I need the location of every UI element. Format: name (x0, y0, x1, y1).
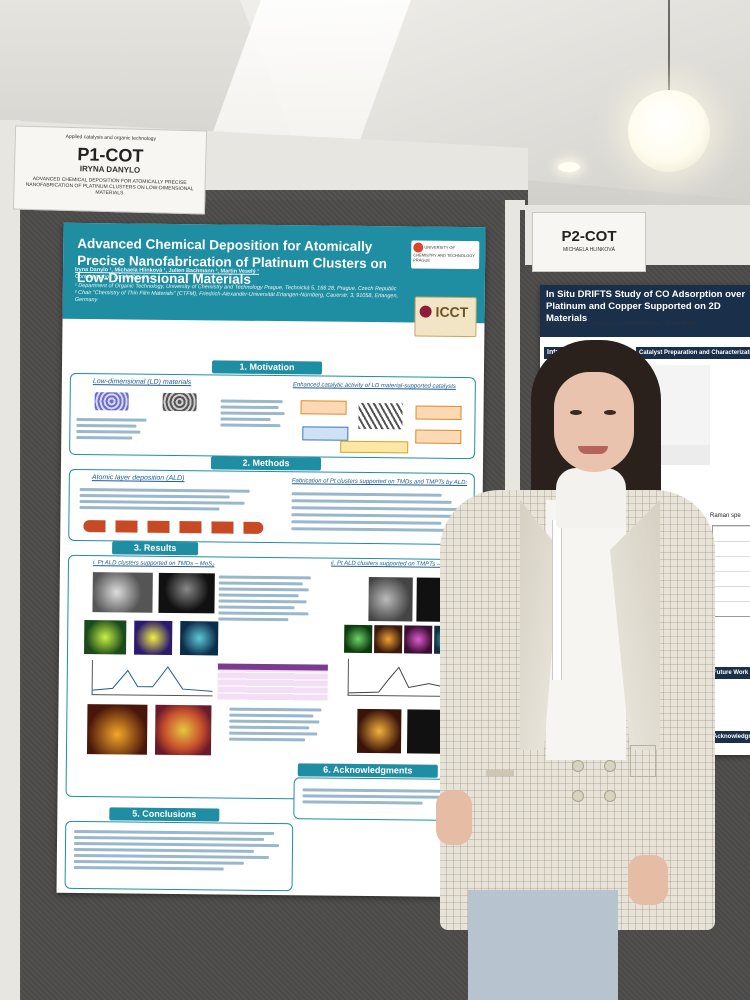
motivation-right-heading: Enhanced catalytic activity of LD materi… (292, 382, 456, 390)
composition-table (217, 663, 328, 701)
afm-topography-image (86, 704, 148, 755)
fe-eds-map (374, 625, 403, 654)
conductivity-map-image (154, 704, 212, 756)
icct-logo-text: ICCT (435, 303, 469, 321)
motivation-text-left (76, 417, 156, 440)
neighbor-raman-heading: Raman spe (710, 513, 741, 519)
university-logo-text: UNIVERSITY OF CHEMISTRY AND TECHNOLOGY P… (413, 244, 475, 263)
card-presenter-name: MICHAELA HLINKOVÁ (563, 247, 615, 253)
conclusions-text (73, 829, 284, 871)
neighbor-ack-heading: Acknowledgm (710, 731, 750, 743)
jacket-button (604, 790, 616, 802)
section-motivation-heading: 1. Motivation (211, 360, 323, 375)
section-acknowledgments-heading: 6. Acknowledgments (297, 763, 438, 778)
section-conclusions-heading: 5. Conclusions (109, 807, 220, 822)
tem-image (158, 572, 215, 614)
poster-label-card: Applied catalysis and organic technology… (12, 125, 208, 215)
neighbor-poster-authors: Michaela Hlinková ¹, Iryna Danylo ¹, Mar… (544, 321, 700, 327)
spectrum-line (92, 666, 213, 692)
person-smile (578, 446, 608, 454)
ceiling-downlight (558, 162, 580, 172)
university-logo-icon (413, 242, 424, 253)
lamp-cord (668, 0, 670, 92)
university-logo: UNIVERSITY OF CHEMISTRY AND TECHNOLOGY P… (411, 240, 480, 270)
jacket-button (572, 790, 584, 802)
neighbor-poster-header (540, 285, 750, 337)
conclusions-panel (64, 820, 294, 892)
results-panel: i. Pt ALD clusters supported on TMDs – M… (65, 554, 475, 802)
sem-image (92, 572, 153, 613)
xps-spectrum-plot (91, 660, 213, 697)
neighbor-poster-title: In Situ DRIFTS Study of CO Adsorption ov… (546, 289, 746, 324)
section-results-heading: 3. Results (112, 541, 199, 556)
ald-cycle-diagram (83, 520, 264, 534)
neighbor-future-heading: Future Work (710, 667, 750, 679)
results-left-heading: i. Pt ALD clusters supported on TMDs – M… (92, 560, 215, 568)
fe-afm-image (356, 708, 402, 754)
methods-panel: Atomic layer deposition (ALD) Fabricatio… (68, 468, 475, 546)
lanyard (552, 520, 562, 680)
pendant-lamp (628, 90, 710, 172)
card-code: P2-COT (561, 228, 617, 245)
results-text-left (218, 575, 318, 622)
icct-logo-icon (419, 305, 432, 318)
spectrum-line (348, 666, 459, 694)
scientific-poster: Advanced Chemical Deposition for Atomica… (56, 222, 486, 898)
person-hand-left (436, 790, 472, 845)
neighbor-raman-plot (712, 525, 750, 617)
person-hand-right (628, 855, 668, 905)
eds-map-image (84, 620, 127, 655)
icct-logo: ICCT (414, 296, 477, 338)
neighbor-catalyst-heading: Catalyst Preparation and Characterizatio… (636, 347, 750, 359)
fe-sem-image (368, 577, 413, 622)
motivation-callout (340, 440, 409, 454)
person-turtleneck-collar (556, 468, 626, 528)
person-eye (570, 410, 582, 415)
neighbor-figure (650, 445, 710, 465)
fe-eds-map (404, 625, 433, 654)
motivation-callout (415, 405, 462, 420)
jacket-pocket (630, 745, 656, 777)
section-methods-heading: 2. Methods (210, 456, 322, 471)
person-eye (604, 410, 616, 415)
eds-map-image (179, 621, 219, 656)
tmpt-structure-image (162, 392, 197, 412)
card-category: Applied catalysis and organic technology (65, 133, 157, 143)
jacket-button (572, 760, 584, 772)
methods-bullets-left (79, 487, 259, 514)
board-frame-left (0, 120, 20, 1000)
fe-xps-plot (347, 658, 459, 697)
card-poster-title: ADVANCED CHEMICAL DEPOSITION FOR ATOMICA… (25, 175, 194, 197)
poster-authors-block: Iryna Danylo ¹, Michaela Hlinková ¹, Jul… (75, 267, 405, 307)
catalyst-illustration (358, 402, 403, 430)
poster-label-card-right: P2-COT MICHAELA HLINKOVÁ (532, 212, 646, 272)
jacket-button (604, 760, 616, 772)
eds-map-image (134, 620, 173, 655)
motivation-panel: Low-dimensional (LD) materials Enhanced … (69, 372, 476, 460)
methods-right-heading: Fabrication of Pt clusters supported on … (291, 478, 468, 487)
tmd-structure-image (94, 392, 129, 411)
fe-eds-map (344, 624, 373, 654)
results-text-bottom (229, 707, 329, 742)
jacket-pocket-flap (486, 770, 514, 776)
motivation-callout (302, 426, 349, 441)
person-jeans (468, 890, 618, 1000)
person-face (554, 372, 634, 472)
motivation-callout (415, 429, 462, 444)
motivation-text-middle (220, 399, 290, 428)
motivation-left-heading: Low-dimensional (LD) materials (92, 378, 192, 387)
methods-left-heading: Atomic layer deposition (ALD) (91, 474, 185, 483)
motivation-callout (300, 400, 347, 415)
